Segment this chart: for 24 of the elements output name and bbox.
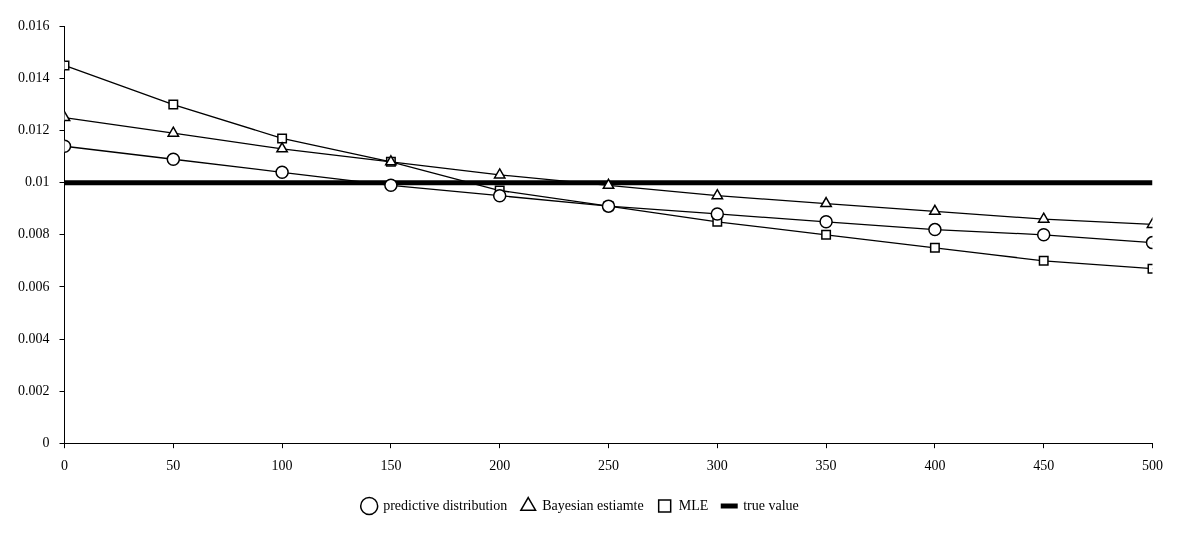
legend-label: true value — [743, 497, 799, 513]
x-tick-label: 150 — [380, 458, 402, 474]
x-tick-label: 450 — [1033, 458, 1055, 474]
y-tick-label: 0.01 — [25, 174, 50, 190]
y-tick-label: 0.004 — [18, 330, 50, 346]
y-tick-label: 0.006 — [18, 278, 50, 294]
x-tick-label: 200 — [489, 458, 511, 474]
x-tick-label: 250 — [598, 458, 619, 474]
x-tick-label: 50 — [166, 458, 181, 474]
legend-label: MLE — [678, 497, 709, 513]
legend-label: Bayesian estiamte — [542, 497, 644, 513]
y-tick-label: 0.016 — [18, 18, 50, 34]
x-tick-label: 400 — [924, 458, 946, 474]
y-tick-label: 0.008 — [18, 226, 50, 242]
y-tick-label: 0.012 — [18, 122, 50, 138]
y-tick-label: 0.014 — [18, 70, 50, 86]
x-tick-label: 100 — [271, 458, 293, 474]
x-tick-label: 500 — [1142, 458, 1163, 474]
legend-label: predictive distribution — [383, 497, 508, 513]
x-tick-label: 300 — [706, 458, 728, 474]
y-tick-label: 0.002 — [18, 382, 50, 398]
x-tick-label: 0 — [61, 458, 68, 474]
y-tick-label: 0 — [42, 434, 50, 450]
x-tick-label: 350 — [815, 458, 837, 474]
